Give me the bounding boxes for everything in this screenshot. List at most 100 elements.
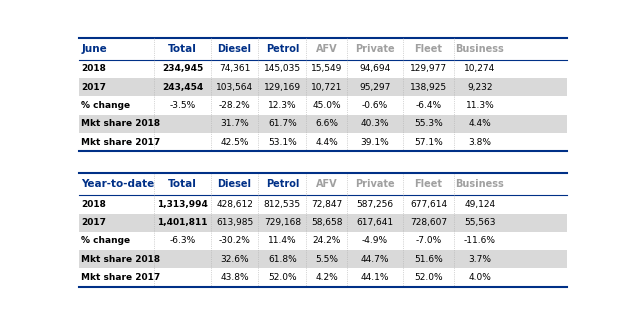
Text: 6.6%: 6.6%	[315, 119, 338, 128]
Text: Mkt share 2018: Mkt share 2018	[81, 119, 160, 128]
Text: 2017: 2017	[81, 218, 106, 227]
Text: Fleet: Fleet	[415, 179, 443, 189]
Text: 15,549: 15,549	[311, 64, 342, 73]
Text: 44.1%: 44.1%	[360, 273, 389, 282]
Text: 587,256: 587,256	[357, 200, 394, 209]
Bar	[79, 115, 567, 133]
Text: 55.3%: 55.3%	[414, 119, 443, 128]
Text: 51.6%: 51.6%	[414, 255, 443, 264]
Text: 11.3%: 11.3%	[466, 101, 494, 110]
Text: 10,274: 10,274	[464, 64, 495, 73]
Text: 24.2%: 24.2%	[312, 236, 341, 246]
Text: 72,847: 72,847	[311, 200, 342, 209]
Text: % change: % change	[81, 236, 130, 246]
Text: 31.7%: 31.7%	[220, 119, 249, 128]
Bar	[79, 268, 567, 287]
Text: 44.7%: 44.7%	[360, 255, 389, 264]
Text: Diesel: Diesel	[217, 179, 251, 189]
Text: 129,977: 129,977	[410, 64, 447, 73]
Text: 2018: 2018	[81, 64, 106, 73]
Text: 138,925: 138,925	[410, 83, 447, 92]
Bar	[79, 173, 567, 195]
Bar	[79, 96, 567, 115]
Text: AFV: AFV	[316, 44, 337, 54]
Text: 45.0%: 45.0%	[312, 101, 341, 110]
Text: 4.0%: 4.0%	[469, 273, 491, 282]
Text: 39.1%: 39.1%	[360, 138, 389, 147]
Text: Mkt share 2018: Mkt share 2018	[81, 255, 160, 264]
Bar	[79, 195, 567, 214]
Bar	[79, 60, 567, 78]
Bar	[79, 214, 567, 232]
Text: 428,612: 428,612	[216, 200, 253, 209]
Text: Mkt share 2017: Mkt share 2017	[81, 138, 161, 147]
Text: 10,721: 10,721	[311, 83, 342, 92]
Text: 2018: 2018	[81, 200, 106, 209]
Text: Diesel: Diesel	[217, 44, 251, 54]
Text: 677,614: 677,614	[410, 200, 447, 209]
Text: 145,035: 145,035	[264, 64, 301, 73]
Text: 243,454: 243,454	[162, 83, 203, 92]
Text: -6.4%: -6.4%	[416, 101, 442, 110]
Text: 234,945: 234,945	[162, 64, 203, 73]
Text: 728,607: 728,607	[410, 218, 447, 227]
Text: Mkt share 2017: Mkt share 2017	[81, 273, 161, 282]
Text: 42.5%: 42.5%	[220, 138, 249, 147]
Text: Total: Total	[168, 44, 197, 54]
Text: -6.3%: -6.3%	[169, 236, 196, 246]
Bar	[79, 78, 567, 96]
Text: -11.6%: -11.6%	[464, 236, 496, 246]
Text: 9,232: 9,232	[467, 83, 493, 92]
Text: 812,535: 812,535	[264, 200, 301, 209]
Text: 55,563: 55,563	[464, 218, 496, 227]
Text: 2017: 2017	[81, 83, 106, 92]
Text: June: June	[81, 44, 107, 54]
Text: 52.0%: 52.0%	[415, 273, 443, 282]
Text: 129,169: 129,169	[264, 83, 301, 92]
Text: 103,564: 103,564	[216, 83, 253, 92]
Text: 3.8%: 3.8%	[468, 138, 491, 147]
Bar	[79, 133, 567, 151]
Text: 1,401,811: 1,401,811	[158, 218, 208, 227]
Text: Fleet: Fleet	[415, 44, 443, 54]
Bar	[79, 232, 567, 250]
Text: Petrol: Petrol	[266, 179, 299, 189]
Text: 12.3%: 12.3%	[268, 101, 297, 110]
Text: 57.1%: 57.1%	[414, 138, 443, 147]
Text: 617,641: 617,641	[357, 218, 394, 227]
Text: 40.3%: 40.3%	[360, 119, 389, 128]
Text: 43.8%: 43.8%	[220, 273, 249, 282]
Text: 3.7%: 3.7%	[468, 255, 491, 264]
Text: -30.2%: -30.2%	[219, 236, 251, 246]
Text: Petrol: Petrol	[266, 44, 299, 54]
Bar	[79, 250, 567, 268]
Text: 613,985: 613,985	[216, 218, 253, 227]
Text: 58,658: 58,658	[311, 218, 342, 227]
Text: 49,124: 49,124	[464, 200, 495, 209]
Text: 4.4%: 4.4%	[469, 119, 491, 128]
Text: 94,694: 94,694	[359, 64, 391, 73]
Text: 1,313,994: 1,313,994	[157, 200, 208, 209]
Text: % change: % change	[81, 101, 130, 110]
Text: 11.4%: 11.4%	[268, 236, 297, 246]
Text: Private: Private	[355, 44, 394, 54]
Text: 95,297: 95,297	[359, 83, 391, 92]
Text: Business: Business	[455, 179, 504, 189]
Text: -0.6%: -0.6%	[362, 101, 388, 110]
Text: Business: Business	[455, 44, 504, 54]
Text: 61.8%: 61.8%	[268, 255, 297, 264]
Text: -28.2%: -28.2%	[219, 101, 250, 110]
Text: 53.1%: 53.1%	[268, 138, 297, 147]
Text: 52.0%: 52.0%	[268, 273, 297, 282]
Text: Year-to-date: Year-to-date	[81, 179, 154, 189]
Text: 32.6%: 32.6%	[220, 255, 249, 264]
Text: 74,361: 74,361	[219, 64, 250, 73]
Text: 729,168: 729,168	[264, 218, 301, 227]
Text: 61.7%: 61.7%	[268, 119, 297, 128]
Text: -7.0%: -7.0%	[415, 236, 442, 246]
Text: 4.4%: 4.4%	[315, 138, 338, 147]
Text: 5.5%: 5.5%	[315, 255, 338, 264]
Text: Total: Total	[168, 179, 197, 189]
Text: Private: Private	[355, 179, 394, 189]
Text: -3.5%: -3.5%	[169, 101, 196, 110]
